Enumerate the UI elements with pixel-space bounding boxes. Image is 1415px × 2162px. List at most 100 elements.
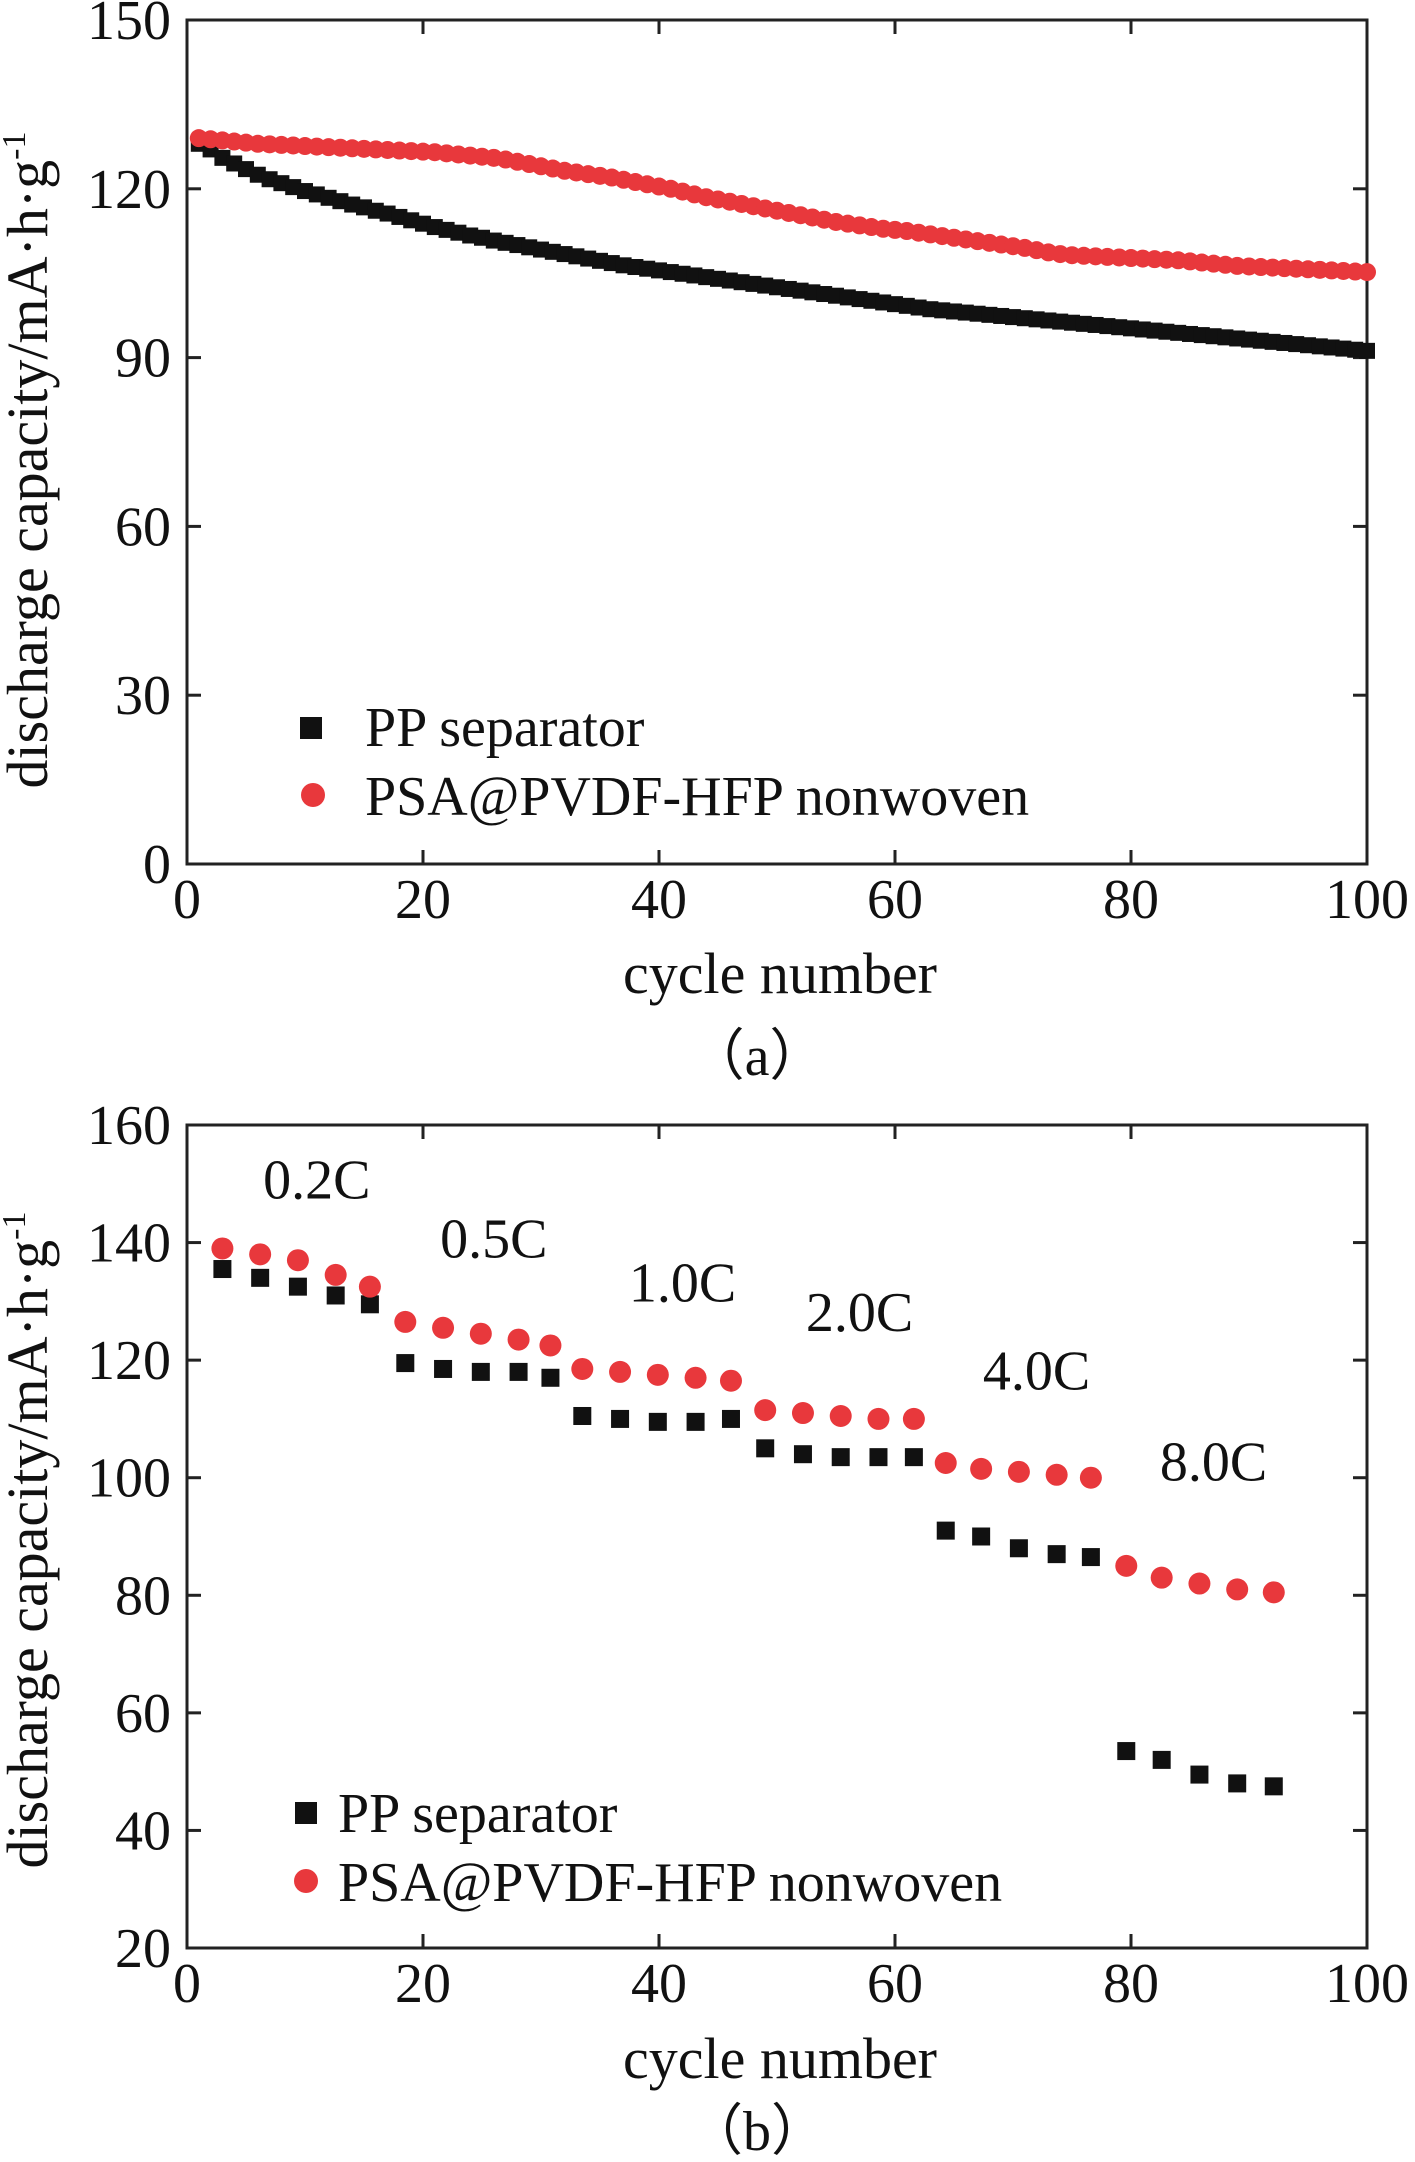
rate-annotation: 2.0C [806, 1282, 913, 1344]
chart-a-ticks: 0 20 40 60 80 100 0 30 60 90 120 150 [87, 0, 1409, 931]
data-point-circle [934, 1452, 957, 1475]
chart-a-legend: PP separator PSA@PVDF-HFP nonwoven [300, 697, 1029, 828]
series-psa-pvdf-hfp [189, 129, 1376, 282]
data-point-circle [571, 1357, 594, 1380]
y-tick-label: 80 [115, 1565, 171, 1627]
data-point-circle [507, 1328, 530, 1351]
x-tick-label: 40 [631, 1953, 687, 2015]
data-point-circle [1262, 1581, 1285, 1604]
data-point-circle [791, 1402, 814, 1425]
x-tick-label: 40 [631, 869, 687, 931]
data-point-circle [539, 1334, 562, 1357]
data-point-square [1190, 1765, 1209, 1784]
rate-annotation: 8.0C [1160, 1432, 1267, 1494]
data-point-square [1264, 1777, 1283, 1796]
legend-label-psa: PSA@PVDF-HFP nonwoven [338, 1852, 1002, 1914]
chart-b-series [211, 1237, 1285, 1796]
rate-annotation: 1.0C [629, 1252, 736, 1314]
y-tick-label: 60 [115, 496, 171, 558]
chart-b-annotations: 0.2C 0.5C 1.0C 2.0C 4.0C 8.0C [263, 1149, 1267, 1493]
data-point-circle [1150, 1566, 1173, 1589]
series-pp-separator [213, 1260, 1283, 1796]
chart-a-x-axis-label: cycle number [623, 941, 937, 1006]
data-point-square [1228, 1774, 1247, 1793]
x-tick-label: 80 [1103, 1953, 1159, 2015]
data-point-circle [1045, 1463, 1068, 1486]
legend-marker-pp [300, 717, 322, 739]
data-point-square [648, 1412, 667, 1431]
data-point-square [904, 1448, 923, 1467]
x-tick-label: 0 [173, 869, 201, 931]
chart-b-x-axis-label: cycle number [623, 2026, 937, 2091]
y-tick-label: 20 [115, 1918, 171, 1980]
data-point-circle [1188, 1572, 1211, 1595]
data-point-square [213, 1260, 232, 1279]
data-point-square [1081, 1548, 1100, 1567]
data-point-square [1047, 1545, 1066, 1564]
rate-annotation: 0.2C [263, 1149, 370, 1211]
chart-b-legend: PP separator PSA@PVDF-HFP nonwoven [294, 1783, 1002, 1914]
y-tick-label: 120 [87, 159, 171, 221]
x-tick-label: 60 [867, 869, 923, 931]
data-point-circle [394, 1310, 417, 1333]
data-point-square [541, 1368, 560, 1387]
data-point-square [756, 1439, 775, 1458]
y-tick-label: 120 [87, 1330, 171, 1392]
data-point-square [686, 1412, 705, 1431]
data-point-circle [1115, 1554, 1138, 1577]
data-point-square [471, 1362, 490, 1381]
data-point-square [360, 1295, 379, 1314]
chart-a-plot-frame [185, 18, 1369, 866]
data-point-circle [754, 1399, 777, 1422]
data-point-square [1359, 342, 1375, 359]
legend-label-pp: PP separator [365, 697, 645, 759]
data-point-circle [249, 1243, 272, 1266]
data-point-circle [432, 1316, 455, 1339]
data-point-circle [867, 1407, 890, 1430]
data-point-circle [1079, 1466, 1102, 1489]
data-point-circle [324, 1263, 347, 1286]
data-point-square [1009, 1539, 1028, 1558]
data-point-square [972, 1527, 991, 1546]
chart-b-caption: （b） [687, 2101, 827, 2162]
y-tick-label: 150 [87, 0, 171, 52]
data-point-circle [1358, 263, 1376, 282]
data-point-square [936, 1521, 955, 1540]
rate-annotation: 4.0C [983, 1341, 1090, 1403]
data-point-square [869, 1448, 888, 1467]
series-pp-separator [190, 135, 1375, 359]
y-tick-label: 0 [143, 834, 171, 896]
y-tick-label: 30 [115, 665, 171, 727]
data-point-circle [211, 1237, 234, 1260]
data-point-square [573, 1406, 592, 1425]
x-tick-label: 0 [173, 1953, 201, 2015]
x-tick-label: 20 [395, 1953, 451, 2015]
x-tick-label: 60 [867, 1953, 923, 2015]
y-tick-label: 40 [115, 1800, 171, 1862]
data-point-circle [902, 1407, 925, 1430]
data-point-circle [1226, 1578, 1249, 1601]
legend-label-psa: PSA@PVDF-HFP nonwoven [365, 766, 1029, 828]
chart-a-series [189, 129, 1376, 359]
data-point-square [1152, 1750, 1171, 1769]
legend-marker-psa [294, 1869, 318, 1893]
data-point-circle [684, 1366, 707, 1389]
legend-marker-psa [301, 783, 325, 807]
x-tick-label: 100 [1325, 869, 1409, 931]
data-point-square [611, 1409, 630, 1428]
data-point-circle [829, 1404, 852, 1427]
data-point-square [509, 1362, 528, 1381]
y-tick-label: 60 [115, 1683, 171, 1745]
y-tick-label: 100 [87, 1448, 171, 1510]
legend-marker-pp [295, 1802, 317, 1824]
data-point-square [831, 1448, 850, 1467]
series-psa-pvdf-hfp [211, 1237, 1285, 1604]
data-point-circle [646, 1363, 669, 1386]
data-point-square [396, 1354, 415, 1373]
y-tick-label: 90 [115, 328, 171, 390]
chart-a: 0 20 40 60 80 100 0 30 60 90 120 150 PP separator P… [0, 0, 1409, 1088]
legend-label-pp: PP separator [338, 1783, 618, 1845]
